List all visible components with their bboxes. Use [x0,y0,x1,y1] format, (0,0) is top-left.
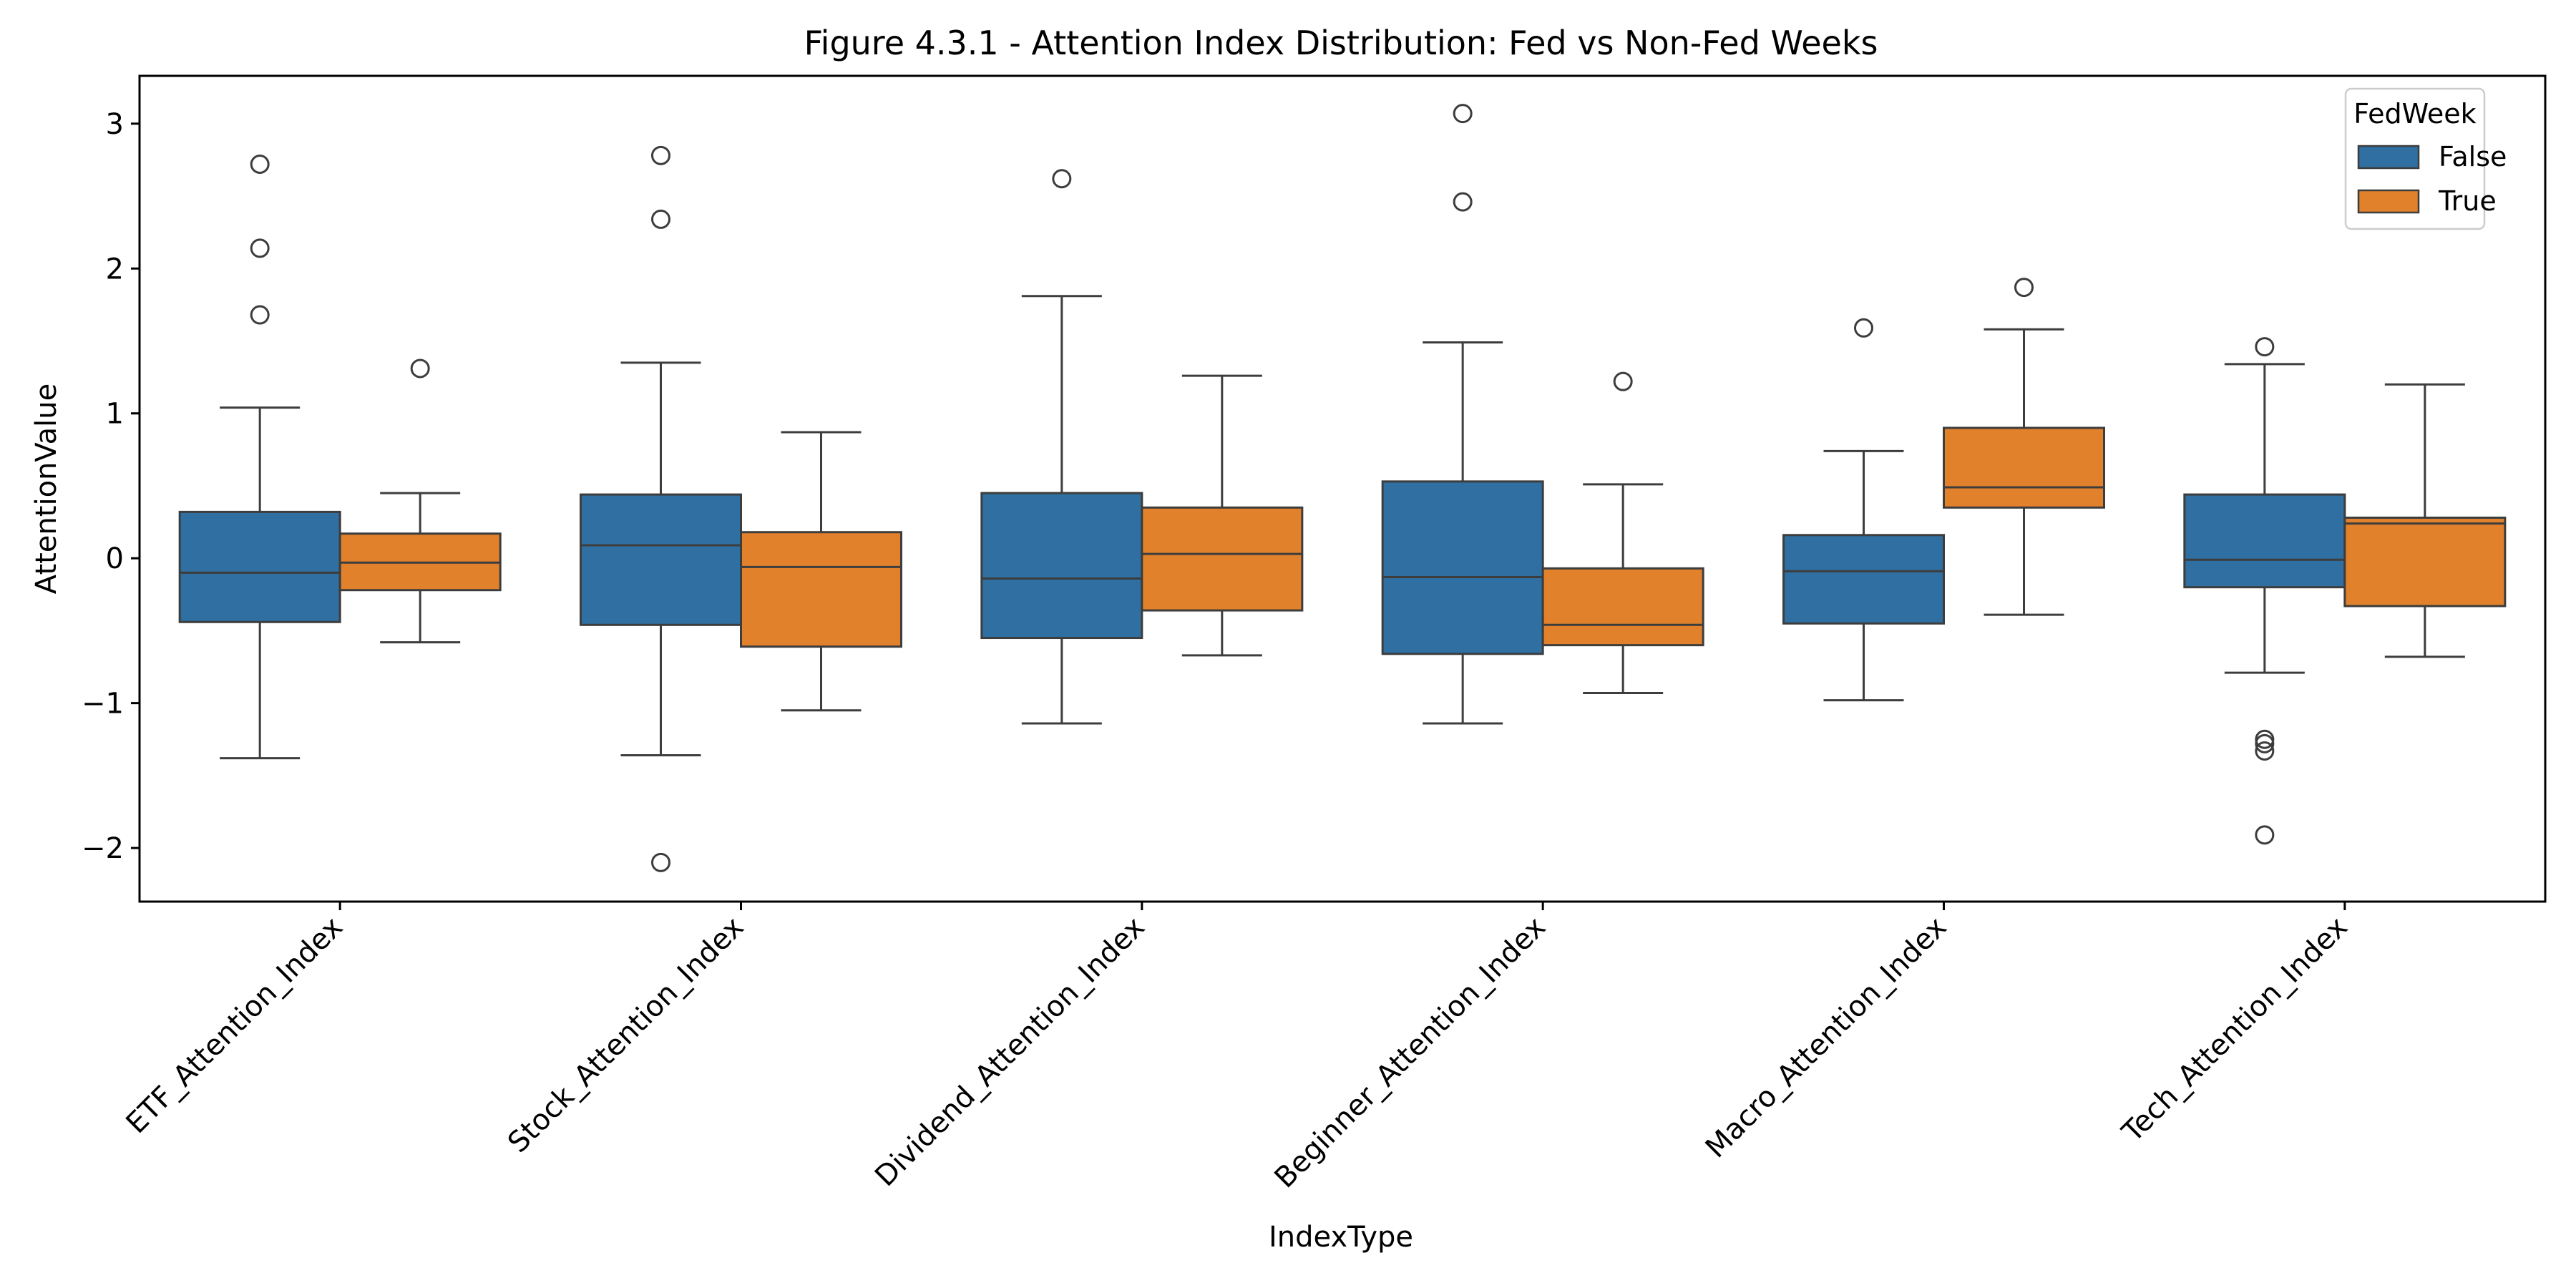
iqr-box [980,492,1143,640]
iqr-box [2343,516,2507,608]
x-tick-label: Macro_Attention_Index [1699,911,1953,1165]
legend: FedWeek False True [2344,87,2507,230]
outlier-point [250,305,270,325]
iqr-box [1943,426,2105,509]
iqr-box [1541,567,1704,647]
plot-frame [138,74,2547,903]
outlier-point [1453,104,1473,124]
box-false-stock-attention-index [580,145,742,872]
legend-swatch-true [2357,189,2420,214]
box-false-dividend-attention-index [980,169,1143,725]
outlier-point [250,238,270,258]
outlier-point [410,358,430,379]
x-tick-label: Tech_Attention_Index [2116,911,2354,1149]
outlier-point [1453,192,1473,212]
box-false-beginner-attention-index [1381,104,1544,725]
outlier-point [2255,733,2275,753]
iqr-box [1141,506,1304,612]
outlier-point [651,145,670,165]
iqr-box [178,510,341,623]
y-tick-label: −2 [82,832,124,865]
legend-title: FedWeek [2353,98,2476,130]
legend-swatch-false [2357,145,2420,170]
x-tick-label: Beginner_Attention_Index [1269,911,1553,1195]
legend-label-false: False [2439,141,2507,172]
x-tick-label: ETF_Attention_Index [120,911,350,1141]
y-tick-label: 3 [106,108,124,141]
outlier-point [250,154,270,174]
box-false-macro-attention-index [1782,318,1945,702]
y-tick-label: 1 [106,398,124,431]
outlier-point [651,209,670,229]
outlier-point [2255,825,2275,845]
x-tick-label: Stock_Attention_Index [502,911,750,1159]
box-true-beginner-attention-index [1541,371,1704,694]
chart-title: Figure 4.3.1 - Attention Index Distribut… [804,24,1878,62]
legend-label-true: True [2438,185,2497,217]
box-true-stock-attention-index [740,431,902,712]
iqr-box [740,531,902,648]
plot-area [178,104,2507,872]
y-axis: −2 −1 0 1 2 3 [82,108,140,865]
iqr-box [580,493,742,626]
y-tick-label: −1 [82,688,124,721]
box-false-etf-attention-index [178,154,341,760]
outlier-point [2014,278,2034,298]
outlier-point [1613,371,1633,391]
outlier-point [2255,337,2275,357]
outlier-point [2255,741,2275,761]
outlier-point [651,852,670,872]
iqr-box [2183,493,2346,589]
y-tick-label: 0 [106,542,124,575]
iqr-box [1381,480,1544,655]
x-tick-label: Dividend_Attention_Index [869,911,1151,1194]
box-true-macro-attention-index [1943,278,2105,616]
y-axis-label: AttentionValue [30,384,63,594]
box-false-tech-attention-index [2183,337,2346,845]
y-tick-label: 2 [106,253,124,286]
outlier-point [1854,318,1873,338]
outlier-point [1052,169,1072,189]
box-true-tech-attention-index [2343,383,2507,658]
box-true-etf-attention-index [338,358,502,644]
iqr-box [1782,534,1945,625]
x-axis-label: IndexType [1269,1221,1413,1254]
box-true-dividend-attention-index [1141,374,1304,657]
x-axis: ETF_Attention_Index Stock_Attention_Index… [120,902,2354,1194]
